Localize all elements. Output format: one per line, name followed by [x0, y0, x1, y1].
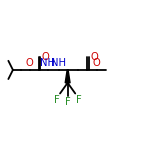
Text: O: O: [26, 58, 33, 68]
Text: F: F: [76, 95, 82, 105]
Text: F: F: [65, 97, 71, 107]
Text: O: O: [90, 52, 98, 62]
Text: O: O: [93, 58, 100, 68]
Text: NH: NH: [51, 58, 66, 68]
Text: F: F: [54, 95, 59, 105]
Text: NH: NH: [40, 58, 55, 68]
Text: O: O: [42, 52, 50, 62]
Polygon shape: [65, 70, 70, 83]
